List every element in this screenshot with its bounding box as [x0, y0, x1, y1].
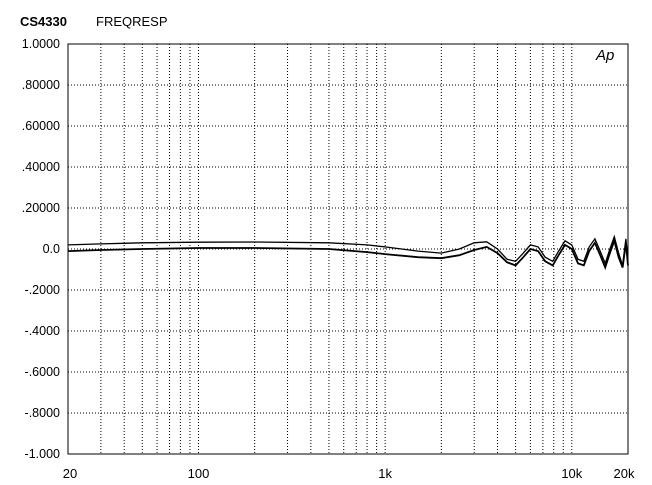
- x-tick-label: 1k: [378, 466, 393, 481]
- y-tick-label: .60000: [21, 119, 60, 133]
- x-tick-label: 20: [62, 466, 78, 481]
- y-tick-label: -.8000: [24, 406, 60, 420]
- y-tick-label: .20000: [21, 201, 60, 215]
- x-tick-label: 10k: [561, 466, 583, 481]
- y-tick-label: -.6000: [24, 365, 60, 379]
- x-tick-label: 100: [187, 466, 210, 481]
- y-tick-label: .40000: [21, 160, 60, 174]
- plot-frame: [67, 43, 629, 455]
- ap-logo: Ap: [596, 47, 615, 64]
- chart-title-name: FREQRESP: [96, 14, 168, 29]
- y-tick-label: 0.0: [42, 242, 60, 256]
- y-tick-label: -.2000: [24, 283, 60, 297]
- series-layer: [67, 234, 629, 271]
- series-line-2: [67, 237, 629, 271]
- y-tick-label: -1.000: [24, 447, 60, 461]
- chart-title-id: CS4330: [20, 14, 67, 29]
- y-tick-label: .80000: [21, 78, 60, 92]
- y-tick-label: -.4000: [24, 324, 60, 338]
- y-tick-label: 1.0000: [21, 37, 60, 51]
- series-line-1: [67, 234, 629, 266]
- x-tick-label: 20k: [613, 466, 635, 481]
